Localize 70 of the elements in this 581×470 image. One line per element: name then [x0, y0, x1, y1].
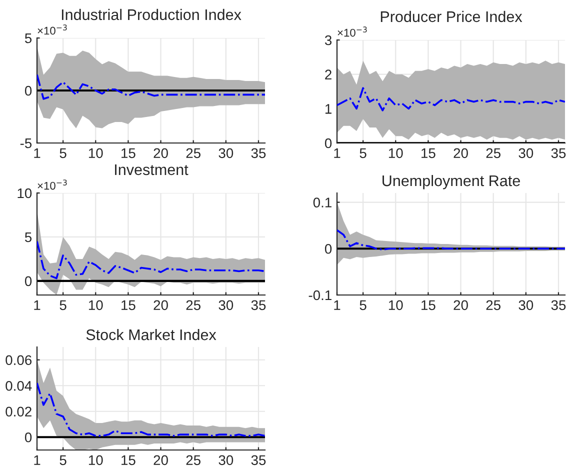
x-tick-label: 30 — [518, 300, 534, 310]
x-tick-label: 15 — [122, 300, 136, 310]
x-tick-label: 1 — [334, 300, 340, 310]
y-tick-label: 3 — [324, 35, 332, 46]
y-tick-label: 0.04 — [6, 380, 32, 391]
x-tick-label: 5 — [60, 300, 66, 310]
y-tick-label: 5 — [24, 33, 32, 44]
y-tick-label: 1 — [325, 104, 332, 114]
x-tick-label: 5 — [360, 148, 366, 158]
x-tick-label: 1 — [34, 455, 40, 465]
x-tick-label: 30 — [518, 148, 534, 158]
y-tick-label: 0 — [324, 244, 332, 254]
y-tick-label: -5 — [20, 138, 32, 148]
x-tick-label: 10 — [88, 455, 103, 466]
y-tick-label: 2 — [325, 70, 332, 80]
x-tick-label: 1 — [334, 148, 340, 158]
y-tick-label: 0 — [24, 86, 32, 96]
x-tick-label: 20 — [154, 148, 168, 158]
x-tick-label: 25 — [486, 300, 500, 310]
x-tick-label: 1 — [34, 300, 40, 310]
text: ×10$^{−3}$ — [38, 180, 67, 190]
x-tick-label: 35 — [251, 455, 266, 466]
x-tick-label: 35 — [551, 300, 566, 310]
line-series — [337, 229, 565, 250]
line-series — [337, 87, 565, 112]
x-tick-label: 5 — [60, 148, 66, 158]
x-tick-label: 25 — [186, 455, 200, 466]
line-series — [37, 240, 265, 280]
y-tick-label: -0.1 — [308, 290, 332, 300]
x-tick-label: 10 — [388, 300, 403, 310]
x-tick-label: 20 — [154, 455, 168, 466]
line-series — [37, 74, 265, 100]
x-tick-label: 25 — [486, 148, 500, 158]
x-tick-label: 15 — [422, 300, 436, 310]
y-tick-label: 0.06 — [6, 355, 32, 366]
y-tick-label: 0.02 — [6, 406, 32, 417]
x-tick-label: 20 — [454, 148, 468, 158]
x-tick-label: 1 — [34, 148, 40, 158]
text: ×10$^{−3}$ — [38, 24, 67, 35]
chart-title: Investment — [115, 164, 188, 176]
chart-title: Unemployment Rate — [382, 174, 520, 190]
chart-title: Industrial Production Index — [62, 8, 242, 20]
y-tick-label: 0 — [24, 432, 32, 442]
x-tick-label: 35 — [551, 148, 566, 158]
x-tick-label: 25 — [186, 300, 200, 310]
y-tick-label: 0.1 — [313, 198, 332, 208]
x-tick-label: 10 — [88, 300, 103, 310]
chart-title: Stock Market Index — [86, 328, 216, 340]
line-series — [37, 382, 265, 437]
x-tick-label: 30 — [218, 300, 234, 310]
x-tick-label: 15 — [122, 148, 136, 158]
text: ×10$^{−3}$ — [338, 26, 367, 37]
x-tick-label: 35 — [251, 300, 266, 310]
y-tick-label: 0 — [324, 138, 332, 148]
y-tick-label: 0 — [24, 276, 32, 286]
x-tick-label: 25 — [186, 148, 200, 158]
x-tick-label: 5 — [60, 455, 66, 466]
y-tick-label: 5 — [24, 232, 32, 242]
x-tick-label: 35 — [251, 148, 266, 158]
x-tick-label: 15 — [122, 455, 136, 466]
x-tick-label: 30 — [218, 148, 234, 158]
x-tick-label: 10 — [388, 148, 403, 158]
x-tick-label: 30 — [218, 455, 234, 466]
x-tick-label: 10 — [88, 148, 103, 158]
chart-title: Producer Price Index — [380, 10, 522, 22]
x-tick-label: 5 — [360, 300, 366, 310]
x-tick-label: 15 — [422, 148, 436, 158]
x-tick-label: 20 — [154, 300, 168, 310]
x-tick-label: 20 — [454, 300, 468, 310]
y-tick-label: 10 — [18, 188, 32, 198]
